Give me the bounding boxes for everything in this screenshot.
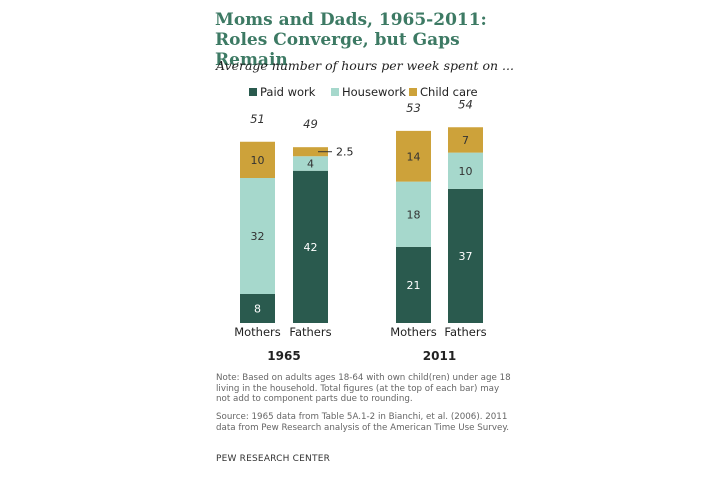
legend-label-1: Paid work [260,85,316,99]
legend-swatch-3 [409,88,417,96]
category-label-1: Mothers [234,325,281,339]
bar-3-child-care [396,130,431,182]
total-label-4: 54 [458,97,473,111]
total-label-3: 53 [406,101,421,115]
bar-2-child-care [293,147,328,157]
segment-label-2-1: 42 [304,241,318,254]
bar-3-paid-work [396,246,431,323]
legend-swatch-1 [249,88,257,96]
category-label-4: Fathers [444,325,486,339]
total-label-2: 49 [303,117,318,131]
chart-credit: PEW RESEARCH CENTER [216,454,331,464]
segment-label-1-2: 32 [251,230,265,243]
segment-label-1-1: 8 [254,303,261,316]
chart-title: Moms and Dads, 1965-2011: Roles Converge… [215,10,535,70]
segment-label-3-1: 21 [407,279,421,292]
chart-note: Note: Based on adults ages 18-64 with ow… [216,373,511,404]
bar-1-housework [240,178,275,294]
legend-label-3: Child care [420,85,478,99]
bar-2-housework [293,156,328,171]
segment-label-1-3: 10 [251,154,265,167]
segment-label-4-3: 7 [462,134,469,147]
bar-3-housework [396,181,431,247]
legend-swatch-2 [331,88,339,96]
bar-2-paid-work [293,170,328,323]
group-label-1965: 1965 [267,349,300,363]
chart-source: Source: 1965 data from Table 5A.1-2 in B… [216,412,510,433]
bar-1-child-care [240,141,275,178]
callout-label: 2.5 [336,146,354,159]
group-label-2011: 2011 [423,349,456,363]
category-label-3: Mothers [390,325,437,339]
chart-title-line-2: Roles Converge, but Gaps Remain [215,30,460,70]
category-label-2: Fathers [289,325,331,339]
bar-4-housework [448,152,483,189]
segment-label-4-2: 10 [459,165,473,178]
legend-label-2: Housework [342,85,406,99]
chart-subtitle: Average number of hours per week spent o… [216,58,514,73]
chart-title-line-1: Moms and Dads, 1965-2011: [215,10,487,30]
segment-label-2-2: 4 [307,158,314,171]
bar-1-paid-work [240,294,275,323]
segment-label-4-1: 37 [459,250,473,263]
total-label-1: 51 [250,112,265,126]
segment-label-3-2: 18 [407,208,421,221]
bar-4-child-care [448,127,483,153]
bar-4-paid-work [448,188,483,323]
segment-label-3-3: 14 [407,150,421,163]
